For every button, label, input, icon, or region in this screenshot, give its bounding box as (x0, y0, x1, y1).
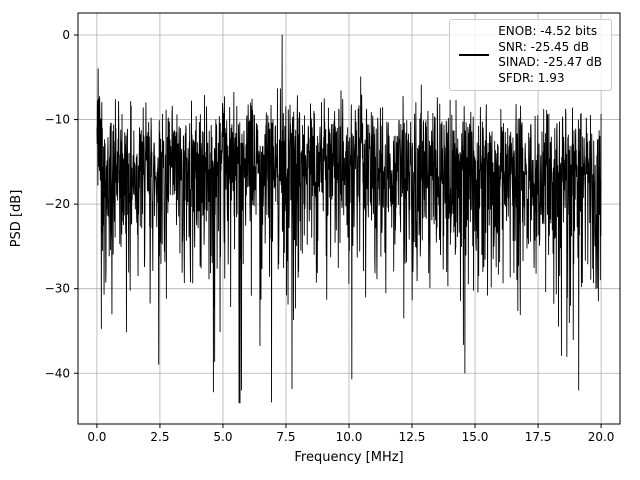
legend-line-enob: ENOB: -4.52 bits (498, 24, 598, 38)
x-tick-label-1: 2.5 (150, 430, 169, 444)
x-tick-label-4: 10.0 (336, 430, 363, 444)
x-tick-label-5: 12.5 (399, 430, 426, 444)
x-tick-label-3: 7.5 (276, 430, 295, 444)
legend-line-snr: SNR: -25.45 dB (498, 39, 589, 54)
legend-text: ENOB: -4.52 bits SNR: -25.45 dB SINAD: -… (498, 24, 602, 86)
y-tick-label-4: −40 (45, 366, 70, 380)
legend-line-sfdr: SFDR: 1.93 (498, 70, 565, 85)
y-tick-label-2: −20 (45, 197, 70, 211)
psd-series-path (96, 34, 602, 404)
y-tick-label-1: −10 (45, 113, 70, 127)
y-tick-label-0: 0 (62, 28, 70, 42)
x-axis-label: Frequency [MHz] (294, 450, 403, 465)
legend-line-sinad: SINAD: -25.47 dB (498, 55, 602, 69)
x-tick-label-8: 20.0 (588, 430, 615, 444)
x-tick-label-0: 0.0 (87, 430, 106, 444)
y-tick-label-3: −30 (45, 282, 70, 296)
y-axis-label: PSD [dB] (9, 190, 24, 248)
x-tick-label-7: 17.5 (525, 430, 552, 444)
legend-line-sample (459, 54, 490, 56)
x-tick-label-6: 15.0 (462, 430, 489, 444)
x-tick-label-2: 5.0 (213, 430, 232, 444)
legend: ENOB: -4.52 bits SNR: -25.45 dB SINAD: -… (449, 19, 612, 91)
